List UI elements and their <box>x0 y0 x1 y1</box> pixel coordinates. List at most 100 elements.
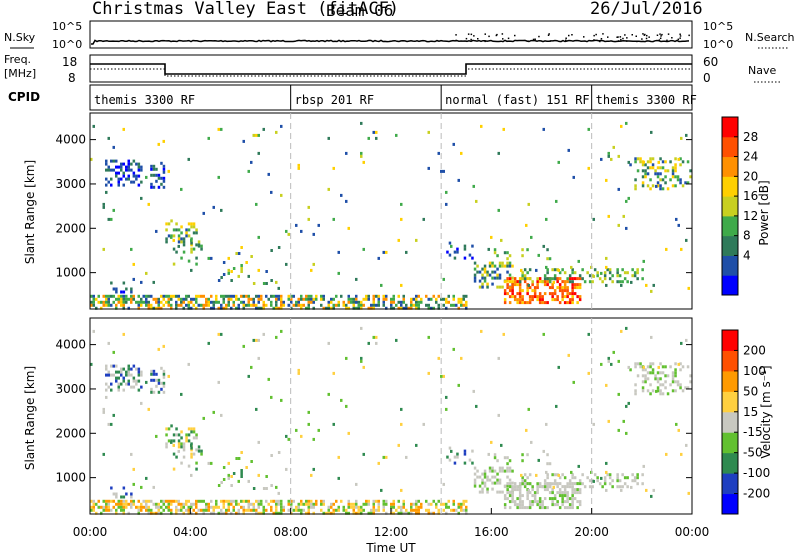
scatter-cell <box>556 286 559 290</box>
scatter-cell <box>327 187 330 191</box>
scatter-cell <box>659 178 662 182</box>
scatter-cell <box>380 488 383 492</box>
scatter-cell <box>172 262 176 266</box>
scatter-cell <box>600 476 603 480</box>
scatter-cell <box>242 511 245 515</box>
scatter-cell <box>187 234 191 238</box>
scatter-cell <box>297 297 300 301</box>
scatter-cell <box>190 430 193 434</box>
scatter-cell <box>360 306 363 310</box>
scatter-cell <box>531 280 534 284</box>
scatter-cell <box>452 508 455 512</box>
scatter-cell <box>345 356 348 360</box>
scatter-cell <box>122 306 125 310</box>
scatter-cell <box>182 300 185 304</box>
scatter-cell <box>623 271 627 275</box>
scatter-cell <box>217 306 220 310</box>
scatter-cell <box>257 505 260 509</box>
scatter-cell <box>636 374 640 378</box>
scatter-cell <box>130 373 133 377</box>
scatter-cell <box>92 300 95 304</box>
scatter-cell <box>185 234 188 238</box>
scatter-cell <box>265 508 268 512</box>
scatter-cell <box>237 303 240 307</box>
scatter-cell <box>280 329 283 333</box>
scatter-cell <box>280 306 283 310</box>
scatter-cell <box>528 506 532 510</box>
scatter-cell <box>227 271 230 275</box>
scatter-cell <box>307 508 310 512</box>
scatter-cell <box>610 362 613 366</box>
nsky-tick-low: 10^0 <box>52 38 82 51</box>
scatter-cell <box>122 511 125 515</box>
scatter-cell <box>257 473 260 477</box>
scatter-cell <box>110 508 113 512</box>
scatter-cell <box>641 473 644 477</box>
scatter-cell <box>568 503 572 507</box>
scatter-cell <box>616 280 619 284</box>
scatter-cell <box>641 368 645 372</box>
scatter-cell <box>686 386 690 390</box>
scatter-cell <box>287 232 290 236</box>
scatter-cell <box>633 271 637 275</box>
scatter-cell <box>130 505 133 509</box>
scatter-cell <box>583 280 587 284</box>
scatter-cell <box>410 505 413 509</box>
scatter-cell <box>445 511 448 515</box>
scatter-cell <box>526 494 529 498</box>
scatter-cell <box>563 271 567 275</box>
scatter-cell <box>177 499 180 503</box>
scatter-cell <box>481 282 484 286</box>
scatter-cell <box>385 502 388 506</box>
scatter-cell <box>563 494 567 498</box>
scatter-cell <box>508 286 512 290</box>
scatter-cell <box>513 488 517 492</box>
scatter-cell <box>563 476 567 480</box>
nsky-point <box>477 38 479 40</box>
scatter-cell <box>167 300 170 304</box>
scatter-cell <box>105 294 108 298</box>
scatter-cell <box>270 190 273 194</box>
scatter-cell <box>557 473 560 477</box>
scatter-cell <box>210 256 213 260</box>
scatter-cell <box>400 303 403 307</box>
scatter-cell <box>566 286 569 290</box>
scatter-cell <box>557 160 560 164</box>
scatter-cell <box>150 182 153 186</box>
scatter-cell <box>362 160 365 164</box>
scatter-cell <box>568 482 572 486</box>
nave-tick-low: 0 <box>703 71 711 85</box>
scatter-cell <box>150 185 153 189</box>
scatter-cell <box>570 470 573 474</box>
scatter-cell <box>566 494 569 498</box>
scatter-cell <box>187 228 191 232</box>
scatter-cell <box>120 177 123 181</box>
scatter-cell <box>543 506 547 510</box>
scatter-cell <box>583 485 587 489</box>
scatter-cell <box>175 499 178 503</box>
scatter-cell <box>260 306 263 310</box>
scatter-cell <box>616 268 619 272</box>
scatter-cell <box>468 253 472 257</box>
scatter-cell <box>475 404 478 408</box>
scatter-cell <box>152 372 156 376</box>
scatter-cell <box>177 244 180 248</box>
scatter-cell <box>641 181 645 185</box>
scatter-cell <box>573 271 577 275</box>
scatter-cell <box>605 256 608 260</box>
scatter-cell <box>521 277 524 281</box>
scatter-cell <box>117 177 120 181</box>
scatter-cell <box>247 274 250 278</box>
scatter-cell <box>616 479 619 483</box>
scatter-cell <box>626 485 629 489</box>
scatter-cell <box>568 292 572 296</box>
scatter-cell <box>480 124 483 128</box>
scatter-cell <box>631 473 634 477</box>
scatter-cell <box>350 297 353 301</box>
scatter-cell <box>556 280 559 284</box>
scatter-cell <box>225 511 228 515</box>
scatter-cell <box>548 277 552 281</box>
scatter-cell <box>625 121 628 125</box>
scatter-cell <box>292 508 295 512</box>
scatter-cell <box>578 491 582 495</box>
